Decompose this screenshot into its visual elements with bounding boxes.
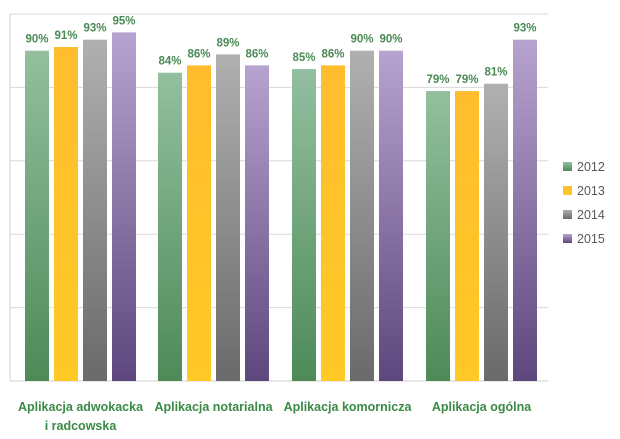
bar-2014-3	[350, 50, 374, 381]
value-label: 81%	[484, 67, 507, 79]
bar-2015-1	[112, 32, 136, 381]
value-label: 90%	[379, 34, 402, 46]
legend-swatch-2013	[563, 186, 572, 195]
legend-swatch-2015	[563, 234, 572, 243]
value-label: 95%	[112, 15, 135, 27]
legend-label: 2014	[577, 208, 605, 222]
value-label: 93%	[513, 23, 536, 35]
value-label: 86%	[245, 48, 268, 60]
legend-label: 2015	[577, 232, 605, 246]
bars	[25, 32, 537, 382]
bar-2013-4	[455, 91, 479, 381]
category-labels: Aplikacja adwokacka i radcowska Aplikacja …	[18, 400, 532, 433]
bar-2013-2	[187, 65, 211, 381]
legend-label: 2013	[577, 184, 605, 198]
bar-2012-2	[158, 72, 182, 381]
bar-2015-2	[245, 65, 269, 381]
category-label: Aplikacja komornicza	[284, 400, 413, 414]
value-label: 90%	[350, 34, 373, 46]
bar-2012-1	[25, 50, 49, 381]
bar-2014-4	[484, 83, 508, 381]
value-label: 84%	[158, 56, 181, 68]
bar-2014-2	[216, 54, 240, 382]
value-label: 86%	[187, 48, 210, 60]
category-label: Aplikacja adwokacka	[18, 400, 144, 414]
value-label: 79%	[455, 74, 478, 86]
value-labels: 90% 84% 85% 79% 91% 86% 86% 79% 93% 89% 90% 81% 95% 8…	[25, 15, 536, 86]
value-label: 90%	[25, 34, 48, 46]
value-label: 89%	[216, 37, 239, 49]
category-label: Aplikacja ogólna	[432, 400, 532, 414]
legend-swatch-2012	[563, 162, 572, 171]
value-label: 85%	[292, 52, 315, 64]
legend-label: 2012	[577, 160, 605, 174]
value-label: 79%	[426, 74, 449, 86]
value-label: 86%	[321, 48, 344, 60]
bar-2013-3	[321, 65, 345, 381]
legend: 2012 2013 2014 2015	[563, 160, 605, 246]
bar-2012-4	[426, 91, 450, 381]
bar-2015-3	[379, 50, 403, 381]
bar-2014-1	[83, 39, 107, 381]
value-label: 91%	[54, 30, 77, 42]
value-label: 93%	[83, 23, 106, 35]
legend-swatch-2014	[563, 210, 572, 219]
bar-2012-3	[292, 69, 316, 382]
bar-2015-4	[513, 39, 537, 381]
category-label: Aplikacja notarialna	[154, 400, 273, 414]
category-label: i radcowska	[45, 419, 118, 433]
bar-2013-1	[54, 47, 78, 381]
